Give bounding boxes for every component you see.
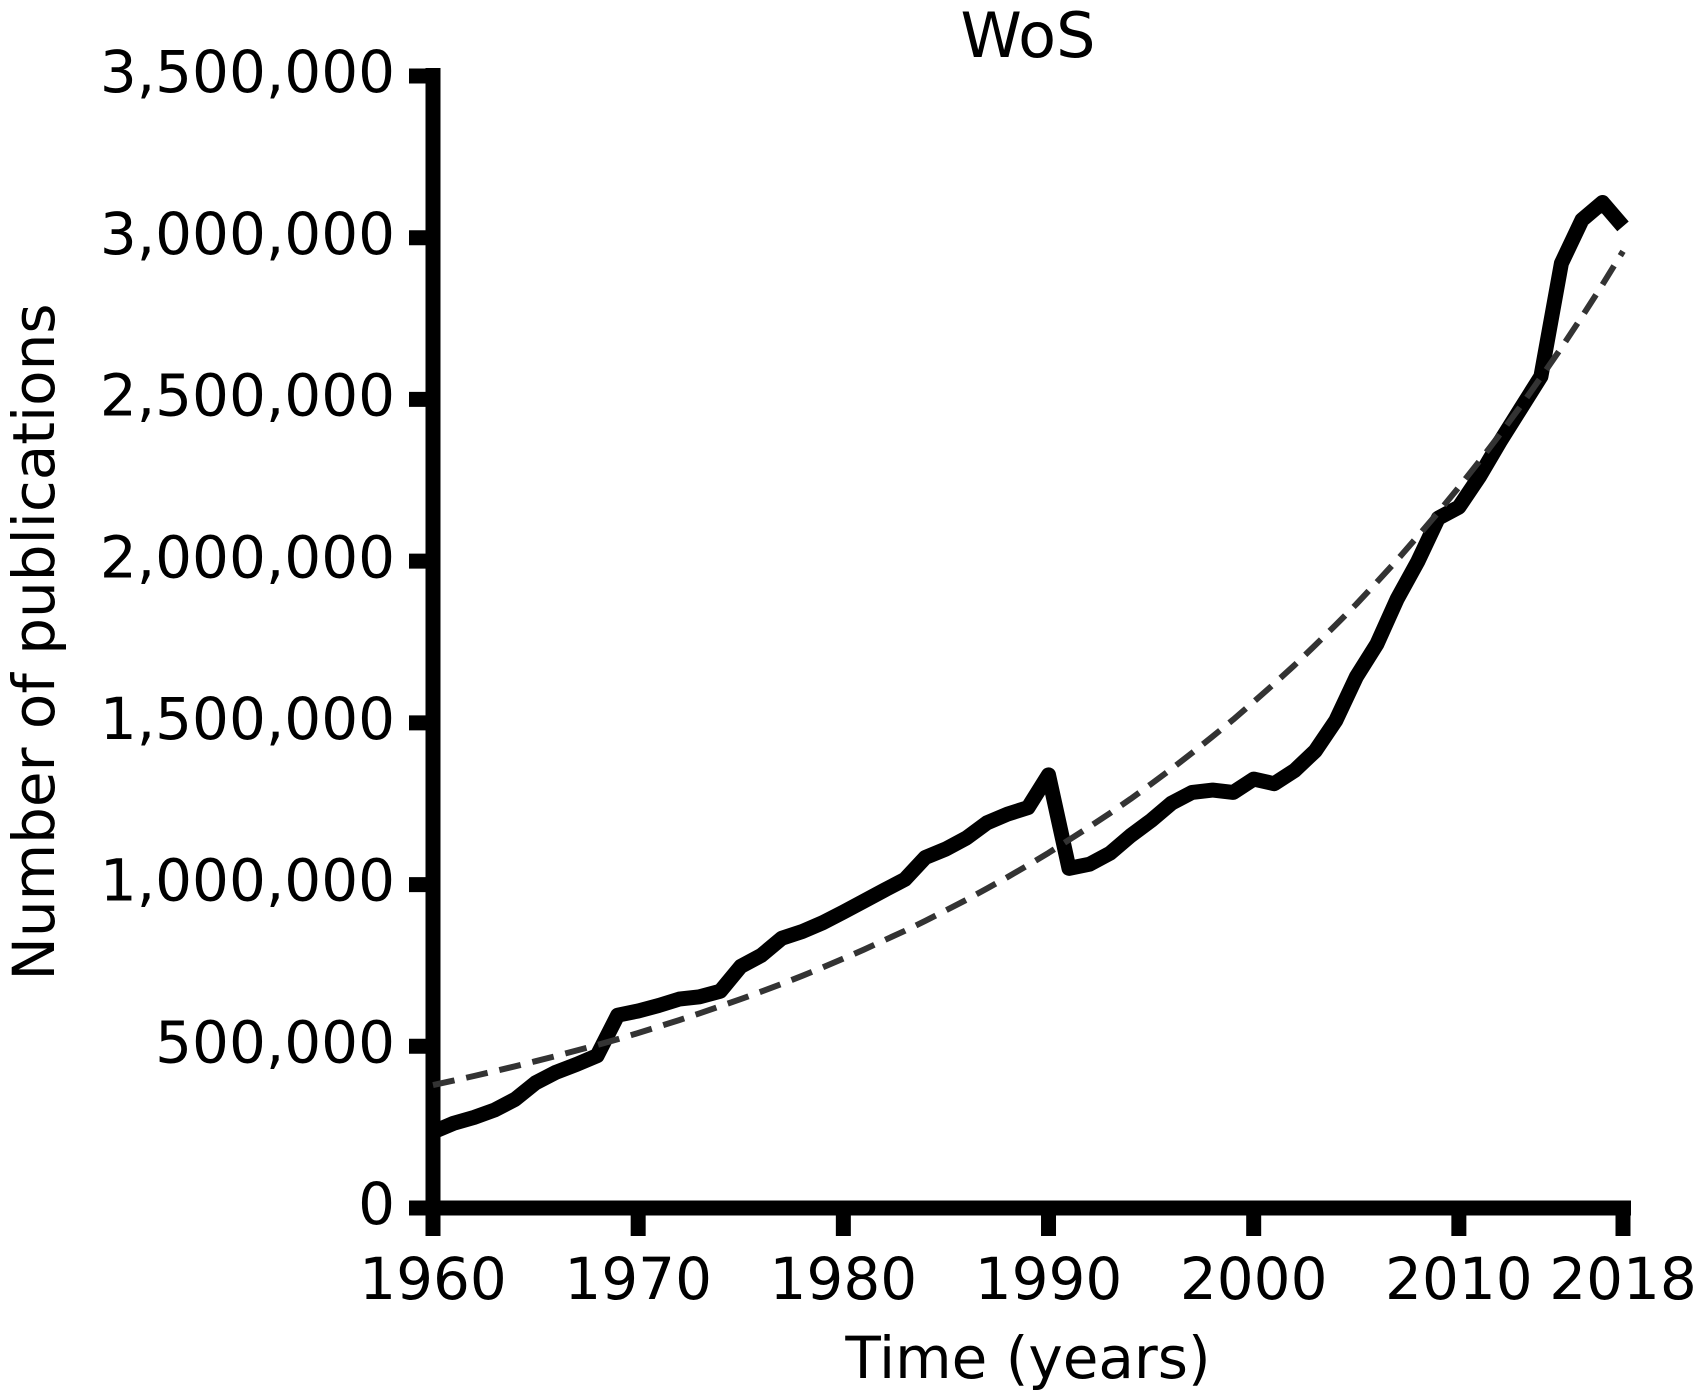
x-tick-label: 1970: [564, 1245, 712, 1313]
x-tick-label: 2018: [1549, 1245, 1697, 1313]
data-line: [430, 195, 1629, 1139]
x-tick-label: 2010: [1385, 1245, 1533, 1313]
y-tick-label: 1,500,000: [100, 685, 395, 753]
y-tick-label: 1,000,000: [100, 847, 395, 915]
y-tick-label: 500,000: [155, 1008, 395, 1076]
x-tick-label: 2000: [1180, 1245, 1328, 1313]
fit-line: [432, 249, 1626, 1089]
y-tick-label: 2,500,000: [100, 362, 395, 430]
y-axis-label: Number of publications: [0, 303, 68, 980]
y-tick-label: 2,000,000: [100, 523, 395, 591]
y-tick-label: 3,000,000: [100, 200, 395, 268]
x-tick-label: 1990: [975, 1245, 1123, 1313]
y-tick-label: 3,500,000: [100, 38, 395, 106]
x-tick-label: 1960: [359, 1245, 507, 1313]
chart-title: WoS: [961, 0, 1096, 72]
y-tick-label: 0: [358, 1170, 395, 1238]
x-tick-label: 1980: [770, 1245, 918, 1313]
x-axis-label: Time (years): [844, 1324, 1210, 1392]
